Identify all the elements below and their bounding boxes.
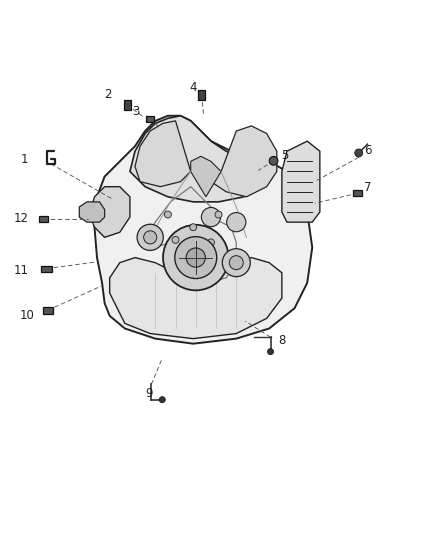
Circle shape	[164, 211, 171, 218]
Text: 7: 7	[364, 181, 371, 195]
Circle shape	[137, 224, 163, 251]
Text: 9: 9	[145, 386, 153, 400]
Circle shape	[175, 237, 217, 279]
FancyBboxPatch shape	[43, 306, 53, 313]
Polygon shape	[282, 141, 320, 222]
Text: 6: 6	[364, 144, 371, 157]
FancyBboxPatch shape	[198, 90, 205, 100]
Circle shape	[227, 213, 246, 232]
FancyBboxPatch shape	[146, 116, 154, 122]
Circle shape	[172, 236, 179, 244]
Circle shape	[355, 149, 363, 157]
Polygon shape	[89, 187, 130, 237]
Polygon shape	[211, 126, 277, 197]
Circle shape	[186, 248, 205, 267]
Circle shape	[208, 239, 215, 246]
Text: 3: 3	[132, 105, 140, 118]
Polygon shape	[79, 202, 105, 222]
Polygon shape	[130, 116, 269, 202]
Text: 11: 11	[14, 264, 29, 277]
Polygon shape	[95, 116, 312, 344]
Circle shape	[201, 207, 221, 227]
Polygon shape	[135, 121, 191, 187]
Text: 12: 12	[14, 212, 29, 225]
FancyBboxPatch shape	[41, 266, 52, 271]
Circle shape	[163, 225, 229, 290]
Circle shape	[268, 349, 274, 354]
Circle shape	[190, 224, 197, 231]
FancyBboxPatch shape	[39, 216, 48, 222]
Circle shape	[230, 256, 243, 270]
Polygon shape	[191, 156, 221, 197]
FancyBboxPatch shape	[353, 190, 362, 196]
Text: 4: 4	[189, 81, 197, 94]
Text: 5: 5	[281, 149, 288, 161]
Circle shape	[144, 231, 157, 244]
Text: 2: 2	[104, 87, 111, 101]
Circle shape	[215, 211, 222, 218]
Circle shape	[269, 157, 278, 165]
FancyBboxPatch shape	[124, 100, 131, 110]
Circle shape	[159, 397, 165, 403]
Text: 8: 8	[279, 334, 286, 347]
Polygon shape	[110, 257, 282, 338]
Circle shape	[223, 249, 250, 277]
Text: 10: 10	[19, 309, 34, 322]
Text: 1: 1	[21, 153, 28, 166]
